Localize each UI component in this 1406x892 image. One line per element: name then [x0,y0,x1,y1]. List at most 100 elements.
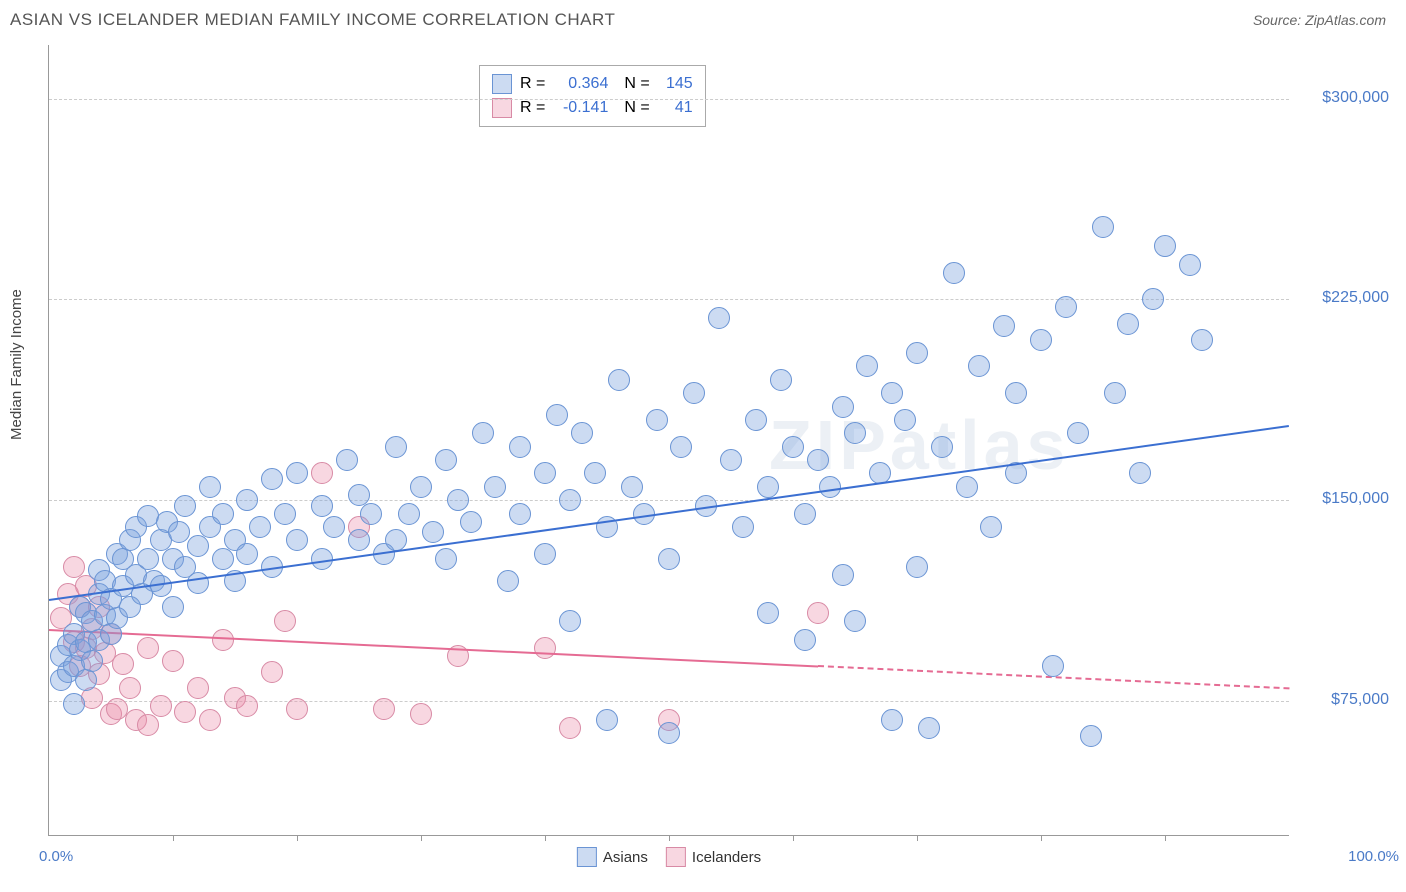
asians-point [249,516,271,538]
icelanders-point [286,698,308,720]
asians-point [956,476,978,498]
icelanders-point [534,637,556,659]
asians-point [559,489,581,511]
legend-n-asians: 145 [658,72,693,96]
asians-point [410,476,432,498]
asians-point [435,548,457,570]
asians-point [608,369,630,391]
icelanders-point [174,701,196,723]
asians-point [881,709,903,731]
legend-swatch-asians [577,847,597,867]
asians-point [534,462,556,484]
asians-point [1129,462,1151,484]
legend-n-label: N = [624,72,649,96]
asians-point [212,548,234,570]
asians-point [881,382,903,404]
gridline [49,299,1289,300]
asians-point [1005,382,1027,404]
asians-point [348,529,370,551]
icelanders-point [137,714,159,736]
gridline [49,500,1289,501]
asians-point [509,436,531,458]
asians-point [844,610,866,632]
icelanders-point [81,687,103,709]
asians-point [794,503,816,525]
asians-point [646,409,668,431]
x-tick [297,835,298,841]
x-max-label: 100.0% [1299,848,1399,865]
asians-point [782,436,804,458]
gridline [49,99,1289,100]
asians-point [497,570,519,592]
asians-point [1104,382,1126,404]
x-min-label: 0.0% [39,848,73,865]
asians-point [75,669,97,691]
x-tick [1041,835,1042,841]
asians-point [1092,216,1114,238]
asians-point [658,548,680,570]
asians-point [137,548,159,570]
asians-point [980,516,1002,538]
asians-point [1117,313,1139,335]
source-label: Source: ZipAtlas.com [1253,12,1386,28]
asians-point [162,596,184,618]
asians-point [584,462,606,484]
asians-point [174,495,196,517]
legend-r-label: R = [520,96,545,120]
icelanders-point [119,677,141,699]
asians-point [1055,296,1077,318]
asians-point [286,462,308,484]
y-tick-label: $300,000 [1299,89,1389,107]
asians-point [931,436,953,458]
asians-point [1080,725,1102,747]
asians-point [236,489,258,511]
asians-point [745,409,767,431]
x-tick [669,835,670,841]
asians-point [906,342,928,364]
asians-point [1067,422,1089,444]
asians-point [323,516,345,538]
asians-point [757,476,779,498]
asians-point [187,535,209,557]
asians-point [1191,329,1213,351]
asians-point [856,355,878,377]
asians-point [943,262,965,284]
icelanders-point [137,637,159,659]
asians-point [708,307,730,329]
asians-point [596,709,618,731]
y-tick-label: $150,000 [1299,490,1389,508]
legend-n-icelanders: 41 [658,96,693,120]
asians-point [398,503,420,525]
y-axis-label: Median Family Income [8,289,25,440]
icelanders-point [410,703,432,725]
asians-point [534,543,556,565]
asians-point [658,722,680,744]
asians-point [670,436,692,458]
asians-point [918,717,940,739]
asians-point [770,369,792,391]
asians-point [360,503,382,525]
asians-point [894,409,916,431]
legend-r-icelanders: -0.141 [553,96,608,120]
chart-title: ASIAN VS ICELANDER MEDIAN FAMILY INCOME … [10,10,615,30]
asians-point [844,422,866,444]
asians-point [757,602,779,624]
asians-point [311,495,333,517]
asians-point [794,629,816,651]
legend-correlation: R = 0.364 N = 145 R = -0.141 N = 41 [479,65,706,127]
x-tick [545,835,546,841]
asians-point [274,503,296,525]
asians-point [236,543,258,565]
legend-label-asians: Asians [603,849,648,866]
asians-point [261,468,283,490]
legend-label-icelanders: Icelanders [692,849,761,866]
x-tick [173,835,174,841]
legend-r-asians: 0.364 [553,72,608,96]
x-tick [917,835,918,841]
icelanders-point [112,653,134,675]
x-tick [421,835,422,841]
asians-point [422,521,444,543]
asians-point [1179,254,1201,276]
icelanders-point [373,698,395,720]
icelanders-point [236,695,258,717]
